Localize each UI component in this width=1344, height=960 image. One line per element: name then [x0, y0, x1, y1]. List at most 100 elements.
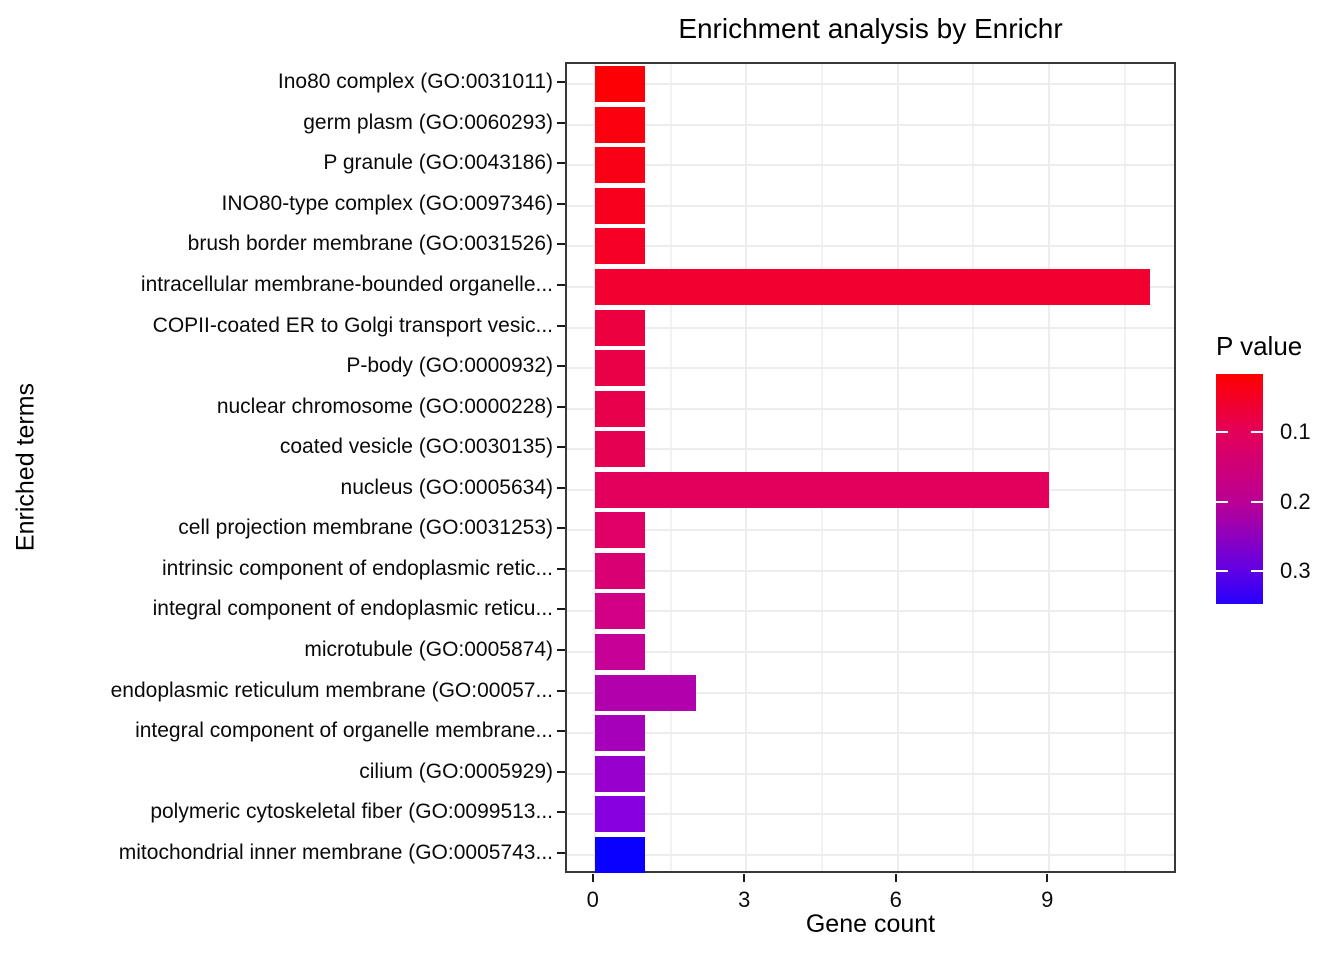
x-axis-tick: [591, 874, 594, 882]
y-axis-tick: [557, 648, 565, 651]
x-axis-tick: [743, 874, 746, 882]
y-tick-label: cell projection membrane (GO:0031253): [178, 516, 553, 540]
y-tick-label: intrinsic component of endoplasmic retic…: [161, 556, 553, 580]
y-tick-label: germ plasm (GO:0060293): [303, 110, 553, 134]
bar: [594, 633, 646, 670]
y-axis-tick: [557, 243, 565, 246]
y-tick-label: nuclear chromosome (GO:0000228): [216, 394, 553, 418]
y-tick-label: intracellular membrane-bounded organelle…: [140, 273, 553, 297]
y-tick-label: nucleus (GO:0005634): [340, 475, 553, 499]
bar: [594, 755, 646, 792]
legend-tick-label: 0.3: [1280, 557, 1311, 583]
grid-line-major-y: [567, 245, 1174, 248]
y-axis-tick: [557, 202, 565, 205]
y-tick-label: brush border membrane (GO:0031526): [187, 232, 553, 256]
bar: [594, 715, 646, 752]
y-axis-tick: [557, 121, 565, 124]
y-axis-tick: [557, 405, 565, 408]
grid-line-minor-x: [821, 64, 823, 871]
grid-line-major-y: [567, 650, 1174, 653]
x-tick-label: 6: [889, 887, 902, 912]
grid-line-major-y: [567, 610, 1174, 613]
bar: [594, 552, 646, 589]
bar: [594, 512, 646, 549]
y-axis-tick: [557, 689, 565, 692]
legend-tick-right: [1251, 500, 1263, 503]
grid-line-major-y: [567, 367, 1174, 370]
bar: [594, 147, 646, 184]
x-axis-tick: [1046, 874, 1049, 882]
y-axis-tick: [557, 851, 565, 854]
bar: [594, 593, 646, 630]
y-axis-tick: [557, 567, 565, 570]
legend-tick-left: [1216, 569, 1228, 572]
legend-gradient-bar: [1216, 374, 1263, 604]
grid-line-major-y: [567, 732, 1174, 735]
legend-tick-right: [1251, 569, 1263, 572]
grid-line-major-x: [896, 64, 899, 871]
bar: [594, 66, 646, 103]
bar: [594, 187, 646, 224]
y-axis-tick: [557, 730, 565, 733]
legend-title: P value: [1216, 331, 1303, 361]
bar: [594, 309, 646, 346]
grid-line-minor-x: [1123, 64, 1126, 871]
x-axis-tick: [894, 874, 897, 882]
y-tick-label: P-body (GO:0000932): [346, 354, 553, 378]
bar: [594, 350, 646, 387]
legend-tick-right: [1251, 431, 1263, 434]
bar: [594, 836, 646, 873]
y-tick-label: integral component of endoplasmic reticu…: [152, 597, 553, 621]
bar: [594, 796, 646, 833]
grid-line-major-y: [567, 448, 1174, 451]
legend-tick-label: 0.2: [1280, 488, 1311, 514]
grid-line-major-y: [567, 853, 1174, 856]
y-axis-tick: [557, 81, 565, 84]
y-axis-tick: [557, 324, 565, 327]
grid-line-major-y: [567, 326, 1174, 329]
grid-line-major-y: [567, 772, 1174, 775]
y-axis-tick: [557, 527, 565, 530]
y-tick-label: integral component of organelle membrane…: [135, 719, 553, 743]
grid-line-major-y: [567, 407, 1174, 410]
x-axis-title: Gene count: [805, 910, 936, 938]
x-tick-label: 9: [1041, 887, 1054, 912]
bar: [594, 106, 646, 143]
grid-line-minor-x: [669, 64, 672, 871]
y-axis-tick: [557, 486, 565, 489]
plot-panel: [565, 62, 1176, 873]
bar: [594, 228, 646, 265]
grid-line-major-y: [567, 164, 1174, 167]
y-axis-tick: [557, 446, 565, 449]
y-axis-title: Enriched terms: [11, 382, 40, 552]
legend-tick-left: [1216, 500, 1228, 503]
y-axis-tick: [557, 284, 565, 287]
y-axis-tick: [557, 770, 565, 773]
y-tick-label: Ino80 complex (GO:0031011): [277, 70, 553, 94]
legend-tick-left: [1216, 431, 1228, 434]
grid-line-minor-x: [972, 64, 975, 871]
y-tick-label: P granule (GO:0043186): [323, 151, 553, 175]
bar: [594, 431, 646, 468]
y-axis-tick: [557, 811, 565, 814]
grid-line-major-x: [745, 64, 748, 871]
grid-line-major-y: [567, 813, 1174, 816]
y-tick-label: coated vesicle (GO:0030135): [279, 435, 553, 459]
bar: [594, 471, 1050, 508]
grid-line-major-x: [593, 64, 596, 871]
y-tick-label: polymeric cytoskeletal fiber (GO:0099513…: [150, 800, 553, 824]
y-axis-tick: [557, 365, 565, 368]
grid-line-major-y: [567, 204, 1174, 207]
y-tick-label: mitochondrial inner membrane (GO:0005743…: [118, 840, 553, 864]
y-tick-label: microtubule (GO:0005874): [304, 637, 553, 661]
y-tick-label: INO80-type complex (GO:0097346): [221, 191, 554, 215]
y-tick-label: cilium (GO:0005929): [359, 759, 553, 783]
bar: [594, 269, 1151, 306]
grid-line-major-y: [567, 529, 1174, 532]
legend-tick-label: 0.1: [1280, 419, 1311, 445]
grid-line-major-y: [567, 83, 1174, 86]
grid-line-major-y: [567, 569, 1174, 572]
y-tick-label: COPII-coated ER to Golgi transport vesic…: [152, 313, 553, 337]
grid-line-major-y: [567, 123, 1174, 126]
